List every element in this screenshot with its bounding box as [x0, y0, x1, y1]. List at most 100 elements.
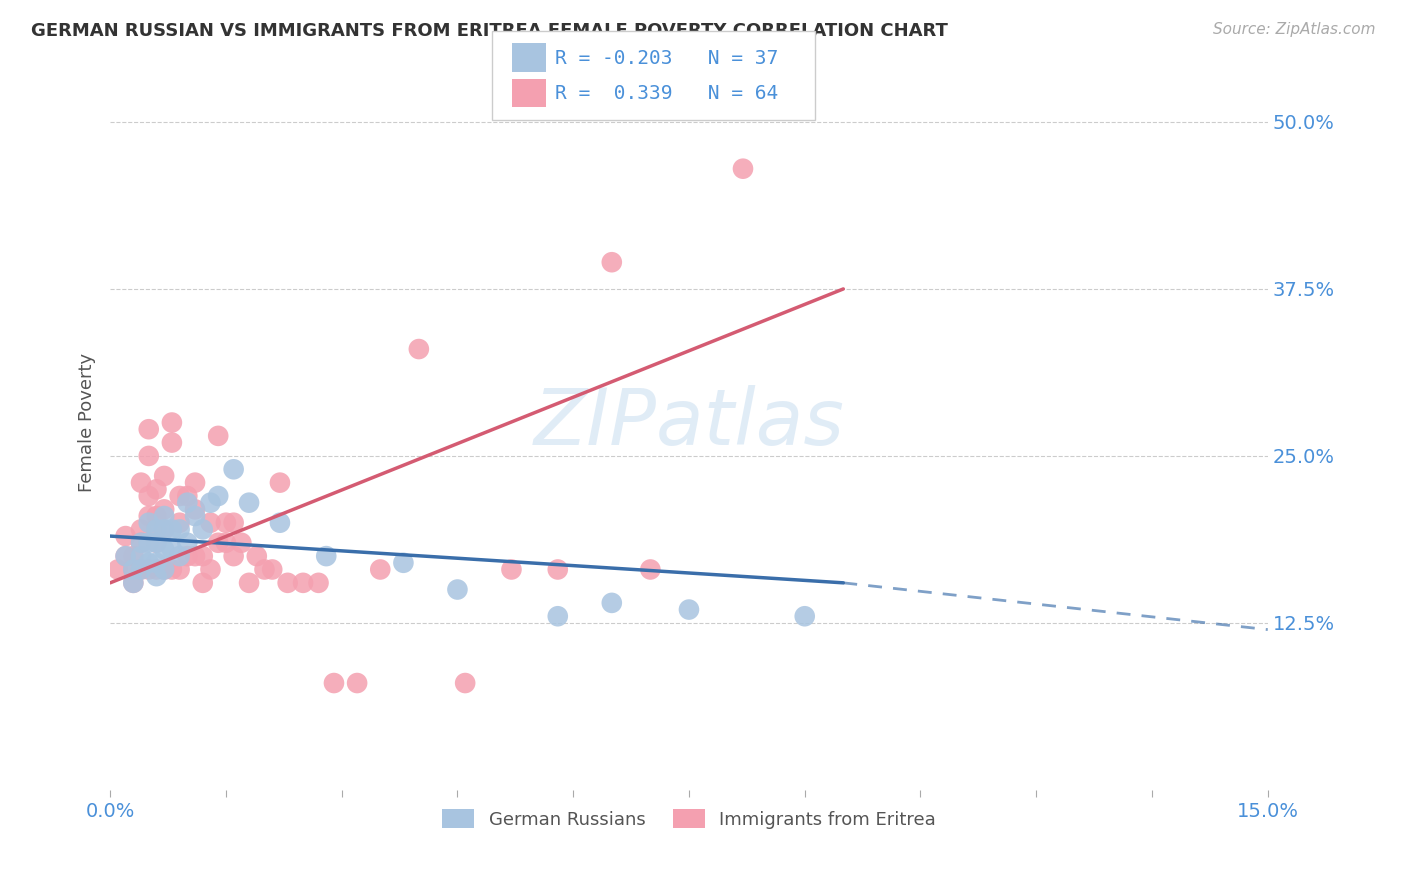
- Point: [246, 549, 269, 563]
- Point: [346, 676, 368, 690]
- Point: [129, 562, 152, 576]
- Point: [138, 562, 160, 576]
- Point: [160, 416, 183, 430]
- Point: [215, 516, 238, 530]
- Point: [191, 523, 214, 537]
- Point: [600, 596, 623, 610]
- Point: [129, 549, 152, 563]
- Point: [129, 562, 152, 576]
- Point: [169, 562, 191, 576]
- Point: [169, 516, 191, 530]
- Point: [122, 575, 145, 590]
- Point: [138, 516, 160, 530]
- Point: [169, 549, 191, 563]
- Y-axis label: Female Poverty: Female Poverty: [79, 353, 96, 492]
- Point: [160, 562, 183, 576]
- Point: [191, 549, 214, 563]
- Point: [176, 549, 198, 563]
- Point: [153, 542, 176, 557]
- Point: [114, 549, 136, 563]
- Point: [277, 575, 299, 590]
- Point: [238, 575, 260, 590]
- Point: [547, 562, 569, 576]
- Point: [600, 255, 623, 269]
- Point: [446, 582, 468, 597]
- Point: [200, 496, 222, 510]
- Point: [176, 489, 198, 503]
- Point: [408, 342, 430, 356]
- Point: [222, 516, 245, 530]
- Point: [153, 562, 176, 576]
- Point: [129, 475, 152, 490]
- Point: [129, 535, 152, 549]
- Point: [138, 556, 160, 570]
- Point: [262, 562, 284, 576]
- Point: [238, 496, 260, 510]
- Point: [145, 569, 167, 583]
- Point: [145, 523, 167, 537]
- Point: [215, 535, 238, 549]
- Point: [323, 676, 346, 690]
- Point: [731, 161, 754, 176]
- Point: [200, 516, 222, 530]
- Point: [145, 562, 167, 576]
- Point: [501, 562, 523, 576]
- Point: [160, 523, 183, 537]
- Text: Source: ZipAtlas.com: Source: ZipAtlas.com: [1212, 22, 1375, 37]
- Legend: German Russians, Immigrants from Eritrea: German Russians, Immigrants from Eritrea: [434, 802, 943, 836]
- Point: [308, 575, 330, 590]
- Point: [454, 676, 477, 690]
- Point: [315, 549, 337, 563]
- Point: [184, 509, 207, 524]
- Point: [153, 502, 176, 516]
- Point: [640, 562, 662, 576]
- Point: [122, 562, 145, 576]
- Point: [368, 562, 391, 576]
- Point: [145, 509, 167, 524]
- Text: GERMAN RUSSIAN VS IMMIGRANTS FROM ERITREA FEMALE POVERTY CORRELATION CHART: GERMAN RUSSIAN VS IMMIGRANTS FROM ERITRE…: [31, 22, 948, 40]
- Point: [191, 575, 214, 590]
- Point: [547, 609, 569, 624]
- Point: [153, 523, 176, 537]
- Point: [169, 489, 191, 503]
- Point: [145, 523, 167, 537]
- Point: [138, 449, 160, 463]
- Point: [222, 549, 245, 563]
- Point: [176, 496, 198, 510]
- Point: [129, 535, 152, 549]
- Point: [107, 562, 129, 576]
- Point: [292, 575, 315, 590]
- Point: [153, 469, 176, 483]
- Point: [176, 535, 198, 549]
- Point: [114, 549, 136, 563]
- Text: R =  0.339   N = 64: R = 0.339 N = 64: [555, 84, 779, 103]
- Point: [222, 462, 245, 476]
- Point: [114, 529, 136, 543]
- Point: [200, 562, 222, 576]
- Point: [153, 523, 176, 537]
- Point: [138, 535, 160, 549]
- Point: [184, 502, 207, 516]
- Point: [269, 516, 291, 530]
- Point: [138, 509, 160, 524]
- Point: [169, 523, 191, 537]
- Point: [269, 475, 291, 490]
- Point: [145, 535, 167, 549]
- Point: [160, 542, 183, 557]
- Point: [207, 535, 229, 549]
- Point: [122, 549, 145, 563]
- Point: [122, 575, 145, 590]
- Point: [129, 523, 152, 537]
- Point: [138, 422, 160, 436]
- Point: [122, 562, 145, 576]
- Point: [207, 429, 229, 443]
- Point: [160, 435, 183, 450]
- Point: [392, 556, 415, 570]
- Point: [145, 556, 167, 570]
- Point: [231, 535, 253, 549]
- Point: [793, 609, 815, 624]
- Text: ZIPatlas: ZIPatlas: [533, 384, 845, 460]
- Point: [184, 549, 207, 563]
- Point: [253, 562, 276, 576]
- Point: [207, 489, 229, 503]
